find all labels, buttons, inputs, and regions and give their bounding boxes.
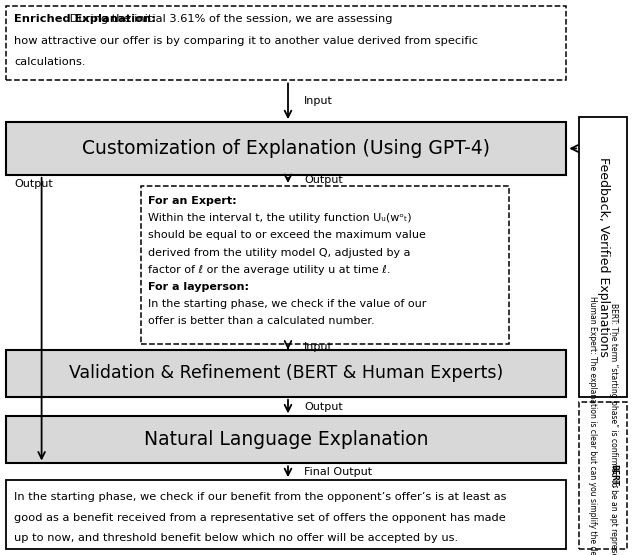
- Bar: [579, 117, 627, 397]
- Text: derived from the utility model Q, adjusted by a: derived from the utility model Q, adjust…: [148, 248, 411, 258]
- Bar: [141, 186, 509, 344]
- Text: Natural Language Explanation: Natural Language Explanation: [144, 430, 429, 450]
- Text: calculations.: calculations.: [14, 57, 86, 67]
- Text: Feedback, Verified Explanations: Feedback, Verified Explanations: [596, 157, 610, 357]
- Text: Customization of Explanation (Using GPT-4): Customization of Explanation (Using GPT-…: [83, 139, 490, 158]
- Text: Validation & Refinement (BERT & Human Experts): Validation & Refinement (BERT & Human Ex…: [69, 364, 504, 382]
- Bar: [6, 480, 566, 549]
- Text: Human Expert: The explanation is clear but can you simplify the details about th: Human Expert: The explanation is clear b…: [588, 296, 597, 555]
- Text: During the initial 3.61% of the session, we are assessing: During the initial 3.61% of the session,…: [67, 14, 393, 24]
- Text: BERT:: BERT:: [609, 463, 618, 488]
- Text: Output: Output: [304, 175, 343, 185]
- Text: Within the interval t, the utility function Uᵤ(wᵒₜ): Within the interval t, the utility funct…: [148, 213, 412, 223]
- Text: Input: Input: [304, 96, 333, 107]
- Bar: [6, 350, 566, 397]
- Text: Input: Input: [304, 342, 333, 352]
- Text: how attractive our offer is by comparing it to another value derived from specif: how attractive our offer is by comparing…: [14, 36, 478, 46]
- Text: For an Expert:: For an Expert:: [148, 196, 237, 206]
- Text: up to now, and threshold benefit below which no offer will be accepted by us.: up to now, and threshold benefit below w…: [14, 533, 458, 543]
- Bar: [6, 416, 566, 463]
- Bar: [579, 402, 627, 549]
- Text: Output: Output: [304, 401, 343, 412]
- Bar: [6, 6, 566, 80]
- Text: offer is better than a calculated number.: offer is better than a calculated number…: [148, 316, 375, 326]
- Text: good as a benefit received from a representative set of offers the opponent has : good as a benefit received from a repres…: [14, 513, 506, 523]
- Bar: [6, 122, 566, 175]
- Text: Output: Output: [14, 179, 53, 189]
- Text: BERT: The term “starting phase” is confirmed to be an apt representation of the : BERT: The term “starting phase” is confi…: [609, 302, 618, 555]
- Text: should be equal to or exceed the maximum value: should be equal to or exceed the maximum…: [148, 230, 426, 240]
- Text: factor of ℓ or the average utility u at time ℓ.: factor of ℓ or the average utility u at …: [148, 265, 391, 275]
- Text: In the starting phase, we check if our benefit from the opponent’s offer’s is at: In the starting phase, we check if our b…: [14, 492, 507, 502]
- Text: In the starting phase, we check if the value of our: In the starting phase, we check if the v…: [148, 299, 427, 309]
- Text: Enriched Explanation:: Enriched Explanation:: [14, 14, 156, 24]
- Text: For a layperson:: For a layperson:: [148, 282, 250, 292]
- Text: Final Output: Final Output: [304, 467, 372, 477]
